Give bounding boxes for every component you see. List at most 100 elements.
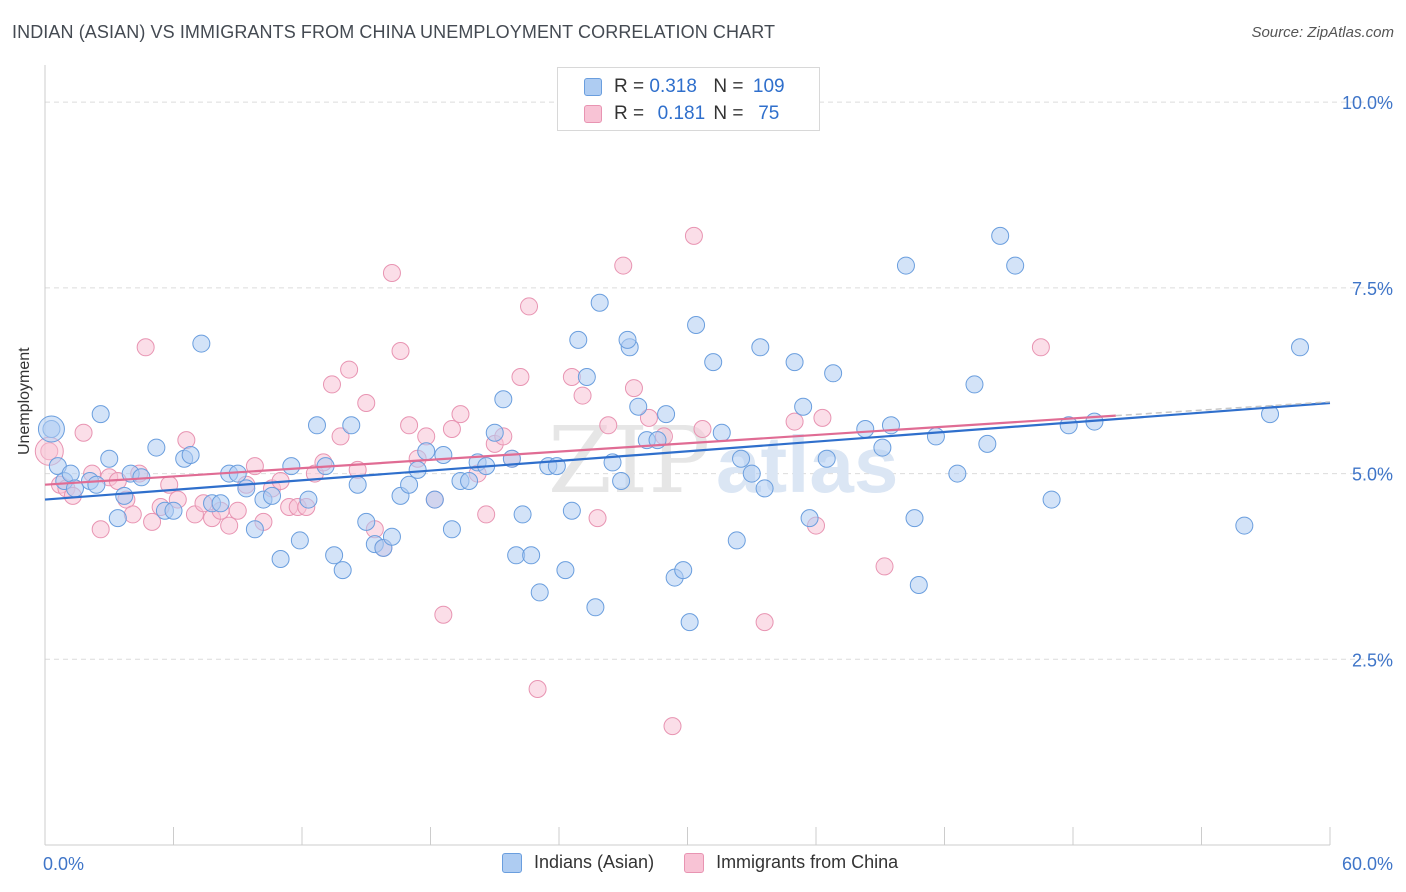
point-china	[228, 501, 247, 520]
point-indians	[905, 509, 924, 528]
legend-swatch-china	[684, 852, 705, 873]
point-indians	[755, 479, 774, 498]
point-indians	[1235, 516, 1254, 535]
trendline-china	[44, 414, 1116, 486]
point-indians	[211, 494, 230, 513]
point-indians	[263, 486, 282, 505]
point-indians	[674, 561, 693, 580]
legend-n-label: N =	[713, 76, 744, 97]
point-indians	[164, 501, 183, 520]
point-china	[755, 613, 774, 632]
point-indians	[342, 416, 361, 435]
point-indians	[417, 442, 436, 461]
point-indians	[618, 330, 637, 349]
legend-item-china[interactable]: Immigrants from China	[684, 852, 898, 873]
point-indians	[100, 449, 119, 468]
source-label: Source: ZipAtlas.com	[1251, 24, 1394, 41]
point-indians	[522, 546, 541, 565]
point-china	[451, 405, 470, 424]
point-indians	[896, 256, 915, 275]
point-indians	[612, 472, 631, 490]
point-indians	[824, 364, 843, 383]
trendline-indians	[44, 401, 1331, 501]
point-indians	[1291, 338, 1310, 357]
point-indians	[556, 561, 575, 580]
point-indians	[680, 613, 699, 632]
point-china	[357, 394, 376, 412]
point-indians	[87, 475, 106, 494]
point-indians	[629, 397, 648, 416]
point-china	[391, 342, 410, 360]
point-china	[528, 680, 547, 698]
point-china	[614, 256, 633, 275]
legend-row-indians: R = 0.318 N = 109	[584, 75, 789, 99]
point-indians	[687, 316, 706, 334]
point-indians	[586, 598, 605, 617]
point-china	[91, 520, 110, 539]
point-indians	[282, 457, 301, 476]
point-indians	[1042, 490, 1061, 509]
point-indians	[794, 397, 813, 416]
point-china	[442, 420, 461, 438]
y-axis-label: Unemployment	[16, 347, 33, 455]
point-china	[511, 368, 530, 386]
point-china	[1031, 338, 1050, 357]
point-indians	[494, 390, 513, 409]
point-china	[588, 509, 607, 528]
point-indians	[307, 416, 326, 435]
point-china	[477, 505, 496, 524]
point-indians	[513, 505, 532, 524]
y-tick-label: 2.5%	[1352, 650, 1393, 670]
legend-label-indians: Indians (Asian)	[534, 852, 655, 872]
point-indians	[562, 501, 581, 520]
legend-label-china: Immigrants from China	[716, 852, 899, 872]
legend-swatch-indians	[502, 852, 522, 873]
point-indians	[727, 531, 746, 550]
point-indians	[590, 293, 609, 312]
point-indians	[460, 472, 479, 490]
point-china	[177, 431, 196, 450]
legend-item-indians[interactable]: Indians (Asian)	[502, 852, 654, 873]
legend-r-value-china: 0.181	[657, 103, 706, 124]
point-indians	[290, 531, 309, 550]
point-indians	[704, 353, 723, 372]
point-indians	[299, 490, 318, 509]
legend-n-label: N =	[713, 103, 744, 124]
point-indians	[245, 520, 264, 539]
point-indians	[569, 330, 588, 349]
point-china	[875, 557, 894, 576]
point-indians	[91, 405, 110, 424]
point-china	[136, 338, 155, 357]
point-indians	[333, 561, 352, 580]
point-indians	[909, 576, 928, 594]
point-indians	[742, 464, 761, 483]
legend-r-label: R =	[614, 76, 645, 97]
point-indians	[271, 550, 290, 568]
point-indians	[61, 464, 80, 483]
point-indians	[485, 423, 504, 442]
point-indians	[577, 368, 596, 386]
point-china	[520, 297, 539, 316]
point-china	[74, 423, 93, 442]
point-indians	[785, 353, 804, 372]
point-indians	[237, 479, 256, 498]
point-indians	[530, 583, 549, 602]
legend-r-label: R =	[614, 103, 645, 124]
y-tick-label: 5.0%	[1352, 465, 1393, 485]
point-indians	[1059, 416, 1078, 435]
point-indians	[37, 415, 65, 443]
point-china	[684, 226, 703, 245]
point-indians	[442, 520, 461, 539]
point-indians	[181, 446, 200, 464]
point-indians	[400, 475, 419, 494]
point-indians	[751, 338, 770, 357]
point-china	[562, 368, 581, 386]
point-china	[434, 605, 453, 624]
y-tick-label: 10.0%	[1342, 93, 1393, 113]
legend-row-china: R = 0.181 N = 75	[584, 102, 789, 126]
point-china	[573, 386, 592, 405]
legend-n-value-indians: 109	[752, 76, 785, 97]
point-indians	[108, 509, 127, 528]
point-indians	[357, 512, 376, 531]
